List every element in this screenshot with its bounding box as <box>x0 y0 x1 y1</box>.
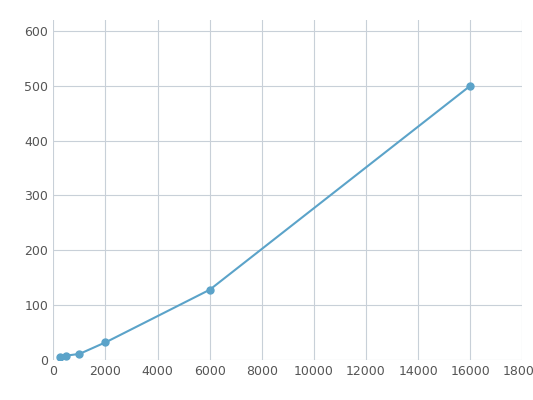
Point <box>466 83 474 89</box>
Point <box>55 354 64 360</box>
Point <box>75 351 84 357</box>
Point <box>205 287 214 293</box>
Point <box>101 339 110 346</box>
Point <box>62 352 70 359</box>
